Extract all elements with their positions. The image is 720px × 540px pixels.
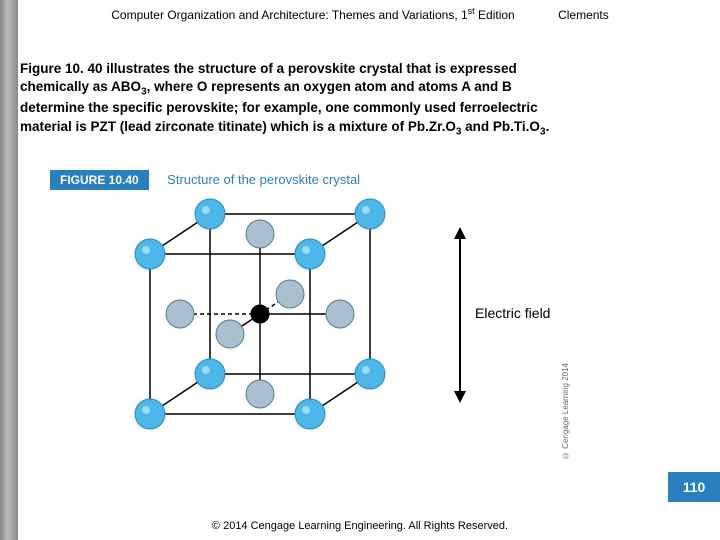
- electric-field-label: Electric field: [475, 305, 550, 321]
- header-title-post: Edition: [475, 8, 515, 22]
- body-l1: Figure 10. 40 illustrates the structure …: [20, 61, 517, 76]
- body-l2b: , where O represents an oxygen atom and …: [147, 79, 512, 94]
- header-author: Clements: [558, 8, 609, 22]
- body-l4c: .: [546, 119, 550, 134]
- header: Computer Organization and Architecture: …: [0, 6, 720, 22]
- body-l2a: chemically as ABO: [20, 79, 141, 94]
- header-title-pre: Computer Organization and Architecture: …: [111, 8, 467, 22]
- body-l3: determine the specific perovskite; for e…: [20, 100, 538, 115]
- page-number-badge: 110: [668, 472, 720, 502]
- figure-label: FIGURE 10.40: [50, 170, 149, 190]
- left-accent-bar: [0, 0, 18, 540]
- crystal-diagram: [110, 194, 430, 454]
- page-number: 110: [683, 479, 706, 495]
- footer-copyright: © 2014 Cengage Learning Engineering. All…: [0, 520, 720, 532]
- body-text: Figure 10. 40 illustrates the structure …: [20, 60, 708, 139]
- body-l4b: and Pb.Ti.O: [461, 119, 540, 134]
- header-title-sup: st: [468, 6, 475, 16]
- figure-area: FIGURE 10.40 Structure of the perovskite…: [50, 170, 650, 470]
- figure-copyright: © Cengage Learning 2014: [561, 363, 570, 460]
- figure-caption: Structure of the perovskite crystal: [167, 172, 360, 187]
- electric-field-arrow: [450, 225, 470, 405]
- body-l4a: material is PZT (lead zirconate titinate…: [20, 119, 456, 134]
